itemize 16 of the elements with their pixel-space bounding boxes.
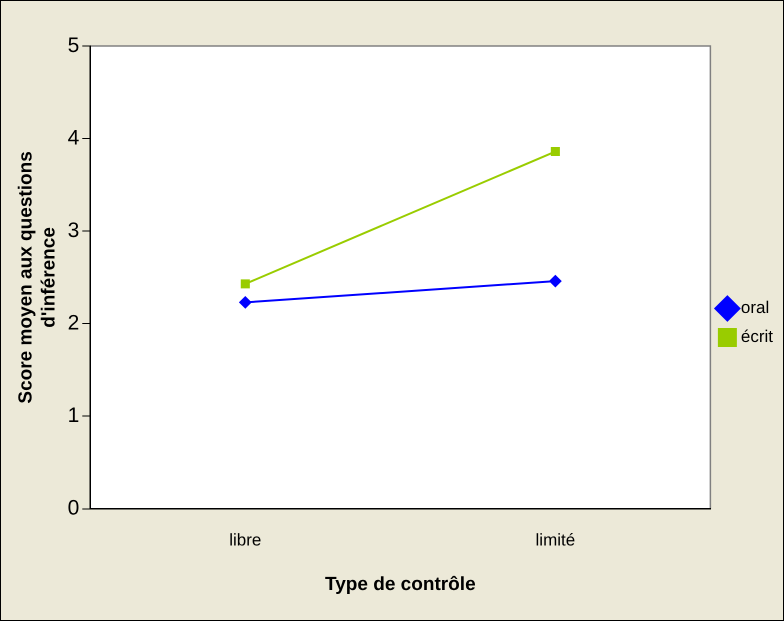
y-tick-label: 1 — [68, 404, 80, 428]
point — [549, 275, 562, 288]
legend-label: écrit — [740, 327, 774, 346]
y-tick-label: 3 — [68, 218, 80, 242]
point — [550, 146, 560, 156]
y-tick-label: 4 — [68, 126, 80, 150]
point — [239, 296, 252, 308]
y-tick-label: 5 — [68, 34, 80, 57]
y-tick-label: 0 — [68, 496, 80, 520]
y-tick-label: 2 — [68, 311, 80, 334]
x-tick-label: limité — [536, 530, 576, 550]
legend-label: oral — [740, 298, 770, 318]
y-axis-title: Score moyen aux questions d'inférence — [16, 151, 60, 404]
x-axis-title: Type de contrôle — [325, 574, 476, 595]
point — [240, 279, 250, 288]
x-tick-label: libre — [229, 530, 262, 550]
